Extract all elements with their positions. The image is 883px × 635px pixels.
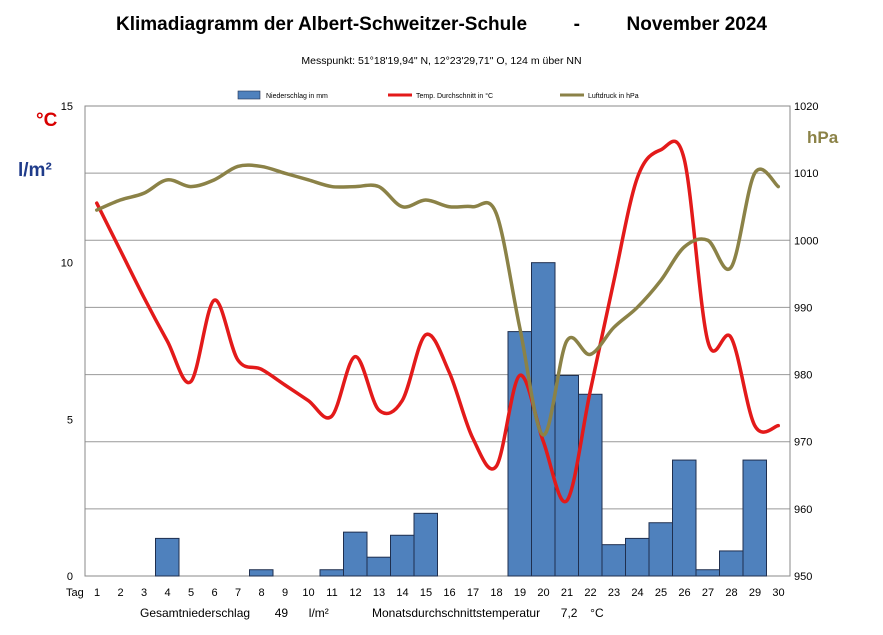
x-tick-label: 7 (235, 587, 241, 599)
y-right-tick-label: 990 (794, 302, 812, 314)
temperature-line (95, 139, 780, 504)
y-right-tick-label: 1010 (794, 168, 818, 180)
legend-item: Luftdruck in hPa (560, 93, 639, 100)
x-tick-label: 16 (443, 587, 455, 599)
precip-bar (366, 556, 391, 577)
legend-label: Luftdruck in hPa (588, 93, 639, 100)
chart-title-main: Klimadiagramm der Albert-Schweitzer-Schu… (116, 14, 528, 35)
precip-bar (601, 544, 626, 577)
legend-label: Niederschlag in mm (266, 93, 328, 100)
x-tick-label: 8 (258, 587, 264, 599)
precip-bar (695, 569, 720, 577)
x-tick-label: 21 (561, 587, 573, 599)
x-tick-label: 28 (725, 587, 737, 599)
footer-precip-unit: l/m² (308, 606, 329, 620)
x-tick-label: 22 (584, 587, 596, 599)
precip-bar (390, 534, 415, 577)
footer-temp-unit: °C (590, 606, 604, 620)
temperature-axis-label: °C (36, 110, 58, 131)
legend-label: Temp. Durchschnitt in °C (416, 92, 493, 100)
x-tick-label: 1 (94, 587, 100, 599)
x-tick-label: 26 (678, 587, 690, 599)
precip-bar (719, 550, 744, 577)
x-tick-label: 9 (282, 587, 288, 599)
chart-title-period: November 2024 (626, 14, 767, 35)
precip-bar (343, 531, 368, 577)
legend-item: Temp. Durchschnitt in °C (388, 92, 493, 100)
footer-precip: Gesamtniederschlag 49 l/m² (140, 606, 329, 620)
precip-bar (578, 393, 603, 577)
y-right-tick-label: 1000 (794, 235, 818, 247)
x-tick-label: 18 (490, 587, 502, 599)
y-right-tick-label: 980 (794, 370, 812, 382)
x-tick-label: 27 (702, 587, 714, 599)
pressure-axis-label: hPa (807, 128, 839, 147)
x-tick-label: 20 (537, 587, 549, 599)
x-tick-label: 30 (772, 587, 784, 599)
x-tick-label: 10 (302, 587, 314, 599)
x-tick-label: 17 (467, 587, 479, 599)
y-left-tick-label: 10 (61, 258, 73, 270)
precipitation-axis-label: l/m² (18, 160, 52, 181)
legend-item: Niederschlag in mm (237, 90, 328, 100)
x-tick-label: 25 (655, 587, 667, 599)
x-axis-title: Tag (66, 587, 84, 599)
x-tick-label: 15 (420, 587, 432, 599)
x-tick-label: 12 (349, 587, 361, 599)
precip-bar (155, 537, 180, 577)
precip-bar (249, 569, 274, 577)
pressure-line (95, 163, 780, 437)
chart-subtitle: Messpunkt: 51°18'19,94" N, 12°23'29,71" … (301, 55, 582, 67)
x-tick-label: 14 (396, 587, 408, 599)
y-left-tick-label: 5 (67, 414, 73, 426)
precip-bar (413, 512, 438, 577)
x-tick-label: 13 (373, 587, 385, 599)
footer-precip-value: 49 (274, 606, 289, 620)
footer-temp-value: 7,2 (560, 606, 578, 620)
x-tick-label: 29 (749, 587, 761, 599)
x-tick-label: 4 (164, 587, 170, 599)
precip-bar (319, 569, 344, 577)
y-right-tick-label: 970 (794, 437, 812, 449)
precip-bar (672, 459, 697, 577)
x-tick-label: 19 (514, 587, 526, 599)
x-tick-label: 24 (631, 587, 643, 599)
chart-title: Klimadiagramm der Albert-Schweitzer-Schu… (0, 14, 883, 36)
footer-temp-label: Monatsdurchschnittstemperatur (372, 606, 541, 620)
y-left-tick-label: 15 (61, 101, 73, 113)
y-right-tick-label: 950 (794, 571, 812, 583)
precip-bar (648, 522, 673, 577)
footer-precip-label: Gesamtniederschlag (140, 606, 251, 620)
y-right-tick-label: 960 (794, 504, 812, 516)
x-tick-label: 11 (326, 587, 337, 599)
legend-swatch (237, 90, 261, 100)
precip-bar (625, 537, 650, 577)
y-right-tick-label: 1020 (794, 101, 818, 113)
x-tick-label: 5 (188, 587, 194, 599)
legend: Niederschlag in mm Temp. Durchschnitt in … (237, 90, 639, 100)
x-tick-label: 2 (117, 587, 123, 599)
footer-temp: Monatsdurchschnittstemperatur 7,2 °C (372, 606, 604, 620)
x-tick-label: 3 (141, 587, 147, 599)
chart-title-separator: - (573, 14, 580, 35)
x-tick-label: 23 (608, 587, 620, 599)
x-tick-label: 6 (211, 587, 217, 599)
y-left-tick-label: 0 (67, 571, 73, 583)
precip-bar (742, 459, 767, 577)
